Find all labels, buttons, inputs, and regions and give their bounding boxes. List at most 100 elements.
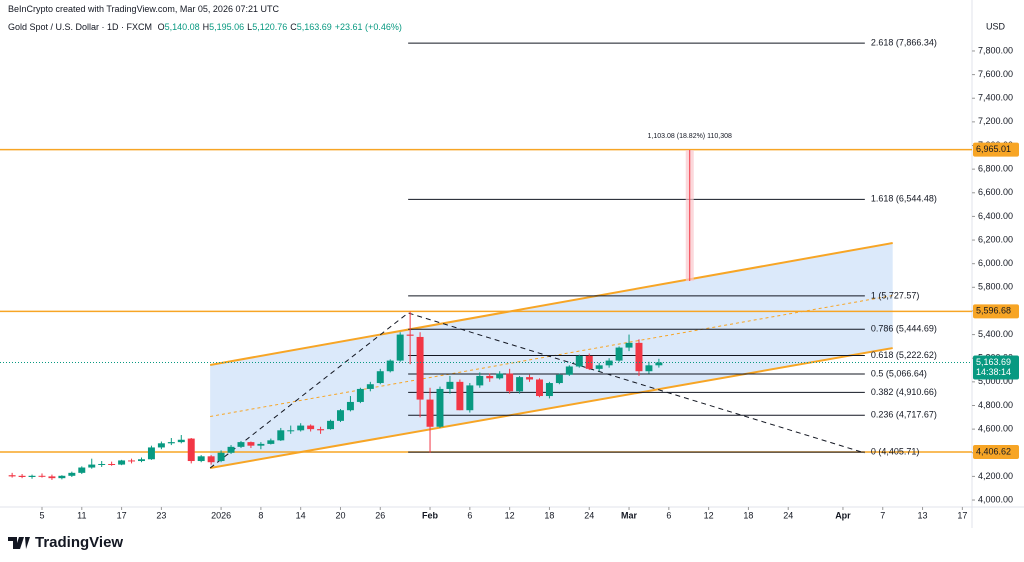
candle-body [535,379,543,397]
level-tag-label: 6,965.01 [976,144,1011,154]
brand: TradingView [35,534,124,551]
candle-body [346,401,354,411]
change: +23.61 (+0.46%) [334,22,402,32]
candle-body [177,439,185,443]
x-tick-label: Feb [422,510,439,520]
ohlc-key: O [157,22,165,32]
last-price-label: 5,163.69 [976,357,1011,367]
ohlc-key: L [247,22,253,32]
candle-body [386,360,394,372]
channel-upper [209,242,893,366]
fib-label: 0.786 (5,444.69) [871,324,937,334]
candle-body [128,460,136,462]
x-tick-label: 17 [117,510,127,520]
candle-body [18,475,26,477]
currency: USD [986,21,1006,31]
fib-label: 2.618 (7,866.34) [871,38,937,48]
candle-body [595,365,603,369]
candle-body [167,442,175,444]
candle-body [565,366,573,375]
x-tick-label: 5 [39,510,44,520]
y-tick-label: 6,600.00 [978,187,1013,197]
x-tick-label: 2026 [211,510,231,520]
candle-body [187,438,195,462]
fib-label: 1.618 (6,544.48) [871,194,937,204]
level-tag-label: 4,406.62 [976,446,1011,456]
candle-body [376,371,384,384]
candle-body [327,420,335,430]
candle-body [456,381,464,411]
credit: BeInCrypto created with TradingView.com,… [8,4,279,14]
candle-body [227,446,235,453]
ohlc-key: H [202,22,210,32]
candle-body [38,475,46,477]
y-tick-label: 7,400.00 [978,93,1013,103]
x-tick-label: 18 [743,510,753,520]
x-tick-label: 12 [704,510,714,520]
candle-body [157,443,165,448]
candle-body [8,475,16,477]
ohlc-value: 5,120.76 [252,22,288,32]
x-tick-label: 7 [880,510,885,520]
candle-body [58,475,66,479]
y-tick-label: 5,000.00 [978,376,1013,386]
candle-body [88,464,96,468]
y-tick-label: 4,000.00 [978,494,1013,504]
x-tick-label: Mar [621,510,638,520]
candle-body [247,442,255,446]
candle-body [237,442,245,447]
measure-label: 1,103.08 (18.82%) 110,308 [648,133,732,140]
x-tick-label: 17 [957,510,967,520]
candle-body [615,347,623,361]
x-tick-label: 11 [77,510,86,520]
fib-label: 1 (5,727.57) [871,290,920,300]
candle-body [625,342,633,348]
candle-body [68,472,76,476]
trend-line [209,312,865,469]
x-tick-label: 18 [544,510,554,520]
level-tag [973,444,1019,459]
candle-body [287,430,295,432]
candle-body [28,475,36,477]
ohlc-value: 5,195.06 [209,22,245,32]
candle-body [645,365,653,372]
x-tick-label: 20 [335,510,345,520]
x-tick-label: 26 [375,510,385,520]
candle-body [496,373,504,379]
y-tick-label: 6,400.00 [978,211,1013,221]
candle-body [98,463,106,465]
candle-body [476,375,484,386]
ohlc-key: C [290,22,297,32]
channel-mid [210,295,893,417]
candle-body [297,425,305,431]
candle-body [337,410,344,421]
candle-body [516,377,524,392]
candle-body [147,447,155,460]
candle-body [396,334,404,361]
candle-body [506,373,514,392]
candle-body [197,456,205,462]
channel-lower [209,347,893,469]
x-tick-label: Apr [835,510,851,520]
y-tick-label: 5,800.00 [978,282,1013,292]
candle-body [307,425,315,430]
y-tick-label: 6,200.00 [978,234,1013,244]
candle-body [585,355,593,369]
candle-body [207,456,215,463]
y-tick-label: 7,600.00 [978,69,1013,79]
candle-body [366,384,374,389]
fib-label: 0.5 (5,066.64) [871,368,927,378]
x-tick-label: 14 [296,510,306,520]
x-tick-label: 12 [505,510,515,520]
candle-body [48,476,56,479]
candle-body [466,385,474,411]
candle-body [78,467,86,473]
candle-body [655,362,663,366]
candle-body [217,452,225,462]
level-tag [973,142,1019,157]
y-tick-label: 4,600.00 [978,423,1013,433]
level-tag-label: 5,596.68 [976,306,1011,316]
x-tick-label: 6 [467,510,472,520]
countdown: 14:38:14 [976,367,1011,377]
fib-label: 0.618 (5,222.62) [871,350,937,360]
